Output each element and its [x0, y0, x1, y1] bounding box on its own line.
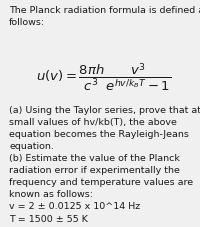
Text: The Planck radiation formula is defined as
follows:: The Planck radiation formula is defined …	[9, 6, 200, 27]
Text: $u(v) = \dfrac{8\pi h}{c^3}\dfrac{v^3}{e^{hv/k_BT}-1}$: $u(v) = \dfrac{8\pi h}{c^3}\dfrac{v^3}{e…	[36, 61, 172, 94]
Text: (b) Estimate the value of the Planck
radiation error if experimentally the
frequ: (b) Estimate the value of the Planck rad…	[9, 153, 193, 223]
Text: (a) Using the Taylor series, prove that at
small values of hv/kb(T), the above
e: (a) Using the Taylor series, prove that …	[9, 106, 200, 151]
